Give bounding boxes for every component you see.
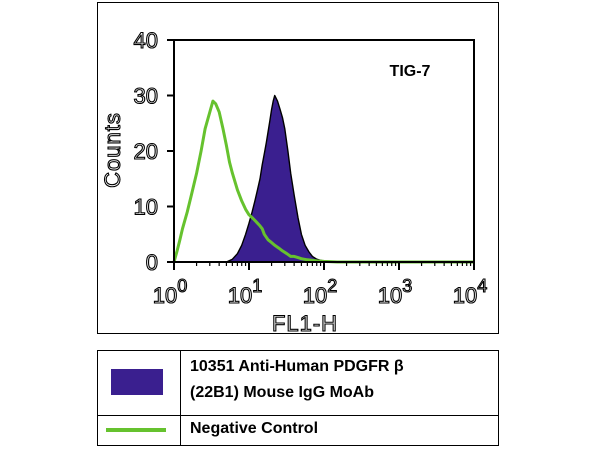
legend-divider	[180, 351, 181, 415]
y-tick-label: 20	[134, 139, 158, 164]
legend-label-negative-control: Negative Control	[190, 420, 319, 437]
y-axis-label: Counts	[100, 112, 125, 188]
legend-label-antibody-line2: (22B1) Mouse IgG MoAb	[190, 384, 375, 401]
legend-divider	[180, 415, 181, 445]
x-tick-label: 100	[153, 276, 188, 308]
series-negative-control-line	[172, 99, 474, 264]
legend-swatch-negative-control	[106, 428, 166, 432]
x-tick-label: 103	[378, 276, 413, 308]
axis-layer: 0 10 20 30 40 100 101 102 103 104	[133, 27, 488, 308]
y-tick-label: 10	[134, 195, 158, 220]
legend-entry-negative-control: Negative Control	[98, 415, 498, 445]
figure-frame	[97, 2, 499, 334]
series-layer	[172, 94, 475, 264]
series-antibody-histogram	[173, 94, 475, 263]
legend-swatch-antibody	[111, 369, 163, 395]
x-tick-label: 102	[303, 276, 338, 308]
x-axis-label: FL1-H	[272, 311, 338, 336]
legend: 10351 Anti-Human PDGFR β (22B1) Mouse Ig…	[97, 350, 499, 446]
histogram-chart: 0 10 20 30 40 100 101 102 103 104 TIG-7 FL1-H Cou…	[99, 27, 488, 336]
y-tick-label: 40	[134, 28, 158, 53]
y-tick-label: 0	[146, 250, 158, 275]
x-tick-label: 104	[453, 276, 488, 308]
y-tick-label: 30	[134, 84, 158, 109]
legend-label-antibody-line1: 10351 Anti-Human PDGFR β	[190, 358, 404, 375]
x-tick-label: 101	[228, 276, 263, 308]
legend-entry-antibody: 10351 Anti-Human PDGFR β (22B1) Mouse Ig…	[98, 351, 498, 416]
annotation-label: TIG-7	[390, 63, 431, 80]
